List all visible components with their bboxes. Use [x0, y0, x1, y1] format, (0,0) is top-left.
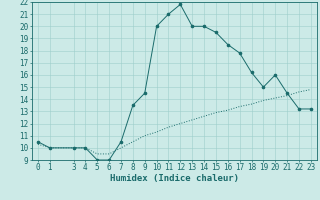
X-axis label: Humidex (Indice chaleur): Humidex (Indice chaleur) — [110, 174, 239, 183]
